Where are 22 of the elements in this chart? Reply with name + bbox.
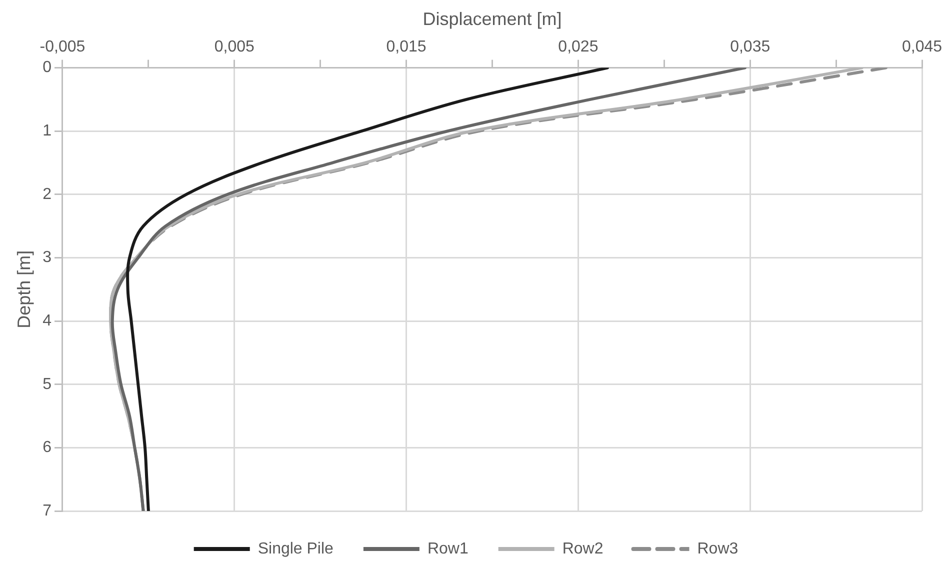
- legend-label: Single Pile: [258, 540, 334, 558]
- y-tick-label: 6: [42, 439, 52, 456]
- x-tick-label: 0,025: [558, 38, 598, 56]
- x-axis-title: Displacement [m]: [422, 8, 562, 29]
- x-tick-label: -0,005: [40, 38, 86, 56]
- x-tick-label: 0,035: [730, 38, 770, 56]
- y-axis-title: Depth [m]: [14, 250, 34, 328]
- line-series: [110, 68, 746, 511]
- y-tick-label: 5: [42, 376, 52, 393]
- y-tick-label: 2: [42, 186, 52, 203]
- x-tick-label: 0,045: [902, 38, 942, 56]
- y-tick-label: 7: [42, 502, 52, 520]
- legend-label: Row2: [562, 540, 604, 558]
- legend-label: Row1: [427, 540, 468, 558]
- x-tick-label: 0,005: [214, 38, 255, 56]
- y-tick-label: 0: [42, 59, 52, 76]
- x-tick-label: 0,015: [386, 38, 426, 56]
- y-tick-label: 4: [42, 312, 52, 330]
- legend-label: Row3: [697, 540, 738, 558]
- line-series: [126, 68, 609, 511]
- y-tick-label: 3: [42, 249, 52, 266]
- y-tick-label: 1: [42, 122, 52, 140]
